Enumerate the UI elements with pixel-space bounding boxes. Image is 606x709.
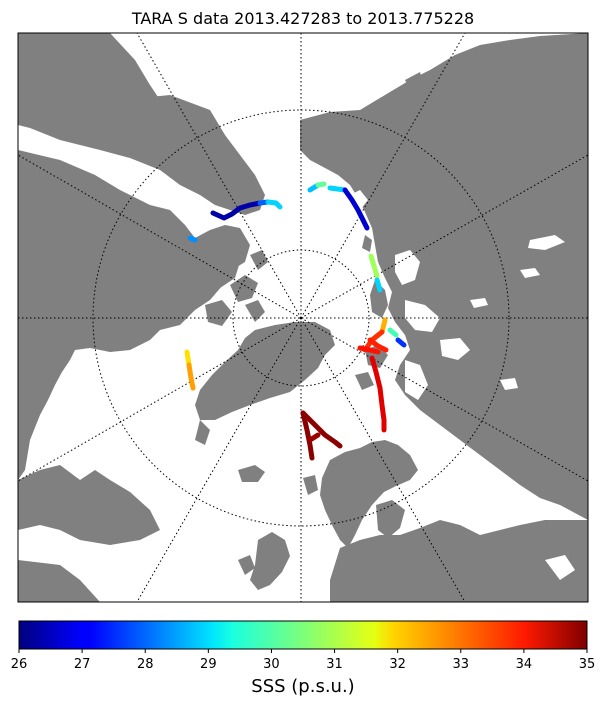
- land-canada-north: [120, 95, 265, 215]
- land-british-isles: [250, 532, 290, 590]
- land-scandinavia: [320, 440, 418, 548]
- colorbar-tick-label: 33: [453, 657, 470, 672]
- colorbar-tick-label: 26: [11, 657, 28, 672]
- track-east-siberian: [210, 200, 263, 221]
- land-masses: [18, 33, 588, 602]
- colorbar-tick-label: 34: [516, 657, 533, 672]
- colorbar-tick-label: 29: [200, 657, 217, 672]
- colorbar-label: SSS (p.s.u.): [251, 676, 355, 697]
- track-beaufort: [187, 235, 198, 243]
- sss-tracks: [184, 181, 407, 461]
- colorbar-tick-label: 30: [263, 657, 280, 672]
- map-frame: [17, 32, 589, 603]
- colorbar-ticks: 26 27 28 29 30 31 32 33 34 35: [11, 649, 596, 672]
- colorbar-tick-label: 28: [137, 657, 154, 672]
- track-kara: [368, 253, 380, 279]
- map-title: TARA S data 2013.427283 to 2013.775228: [131, 9, 475, 28]
- land-siberia: [300, 33, 588, 520]
- colorbar: 26 27 28 29 30 31 32 33 34 35: [11, 620, 596, 672]
- colorbar-tick-label: 31: [326, 657, 343, 672]
- land-north-america: [18, 150, 250, 480]
- land-europe: [330, 520, 588, 602]
- track-greenland-sea: [300, 410, 315, 461]
- land-arctic-islands: [195, 252, 240, 290]
- colorbar-frame: [18, 620, 588, 650]
- colorbar-gradient: [19, 621, 587, 649]
- colorbar-tick-label: 32: [389, 657, 406, 672]
- land-greenland: [195, 322, 335, 420]
- graticule: [18, 33, 588, 602]
- colorbar-tick-label: 35: [579, 657, 596, 672]
- colorbar-tick-label: 27: [74, 657, 91, 672]
